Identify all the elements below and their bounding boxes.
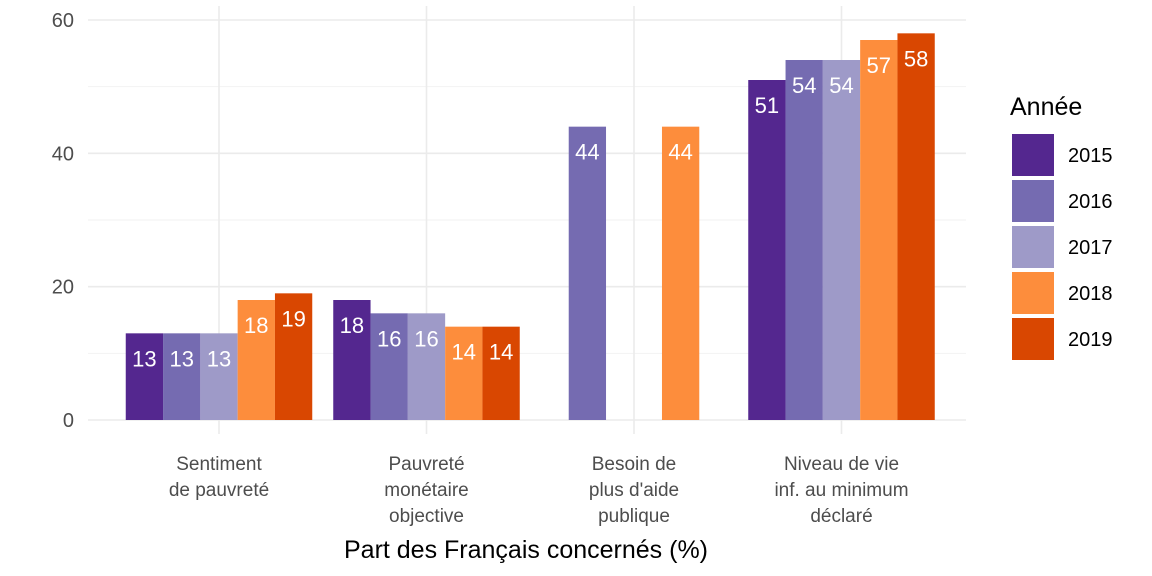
data-label: 54 bbox=[829, 73, 853, 98]
data-label: 16 bbox=[377, 326, 401, 351]
legend-key bbox=[1012, 272, 1054, 314]
legend-key bbox=[1012, 134, 1054, 176]
data-label: 13 bbox=[132, 346, 156, 371]
x-tick-label: Sentiment bbox=[176, 454, 262, 475]
legend: Année 2015 2016 2017 2018 2019 bbox=[1010, 93, 1113, 360]
bar bbox=[568, 126, 607, 421]
x-tick-label: inf. au minimum bbox=[774, 480, 908, 501]
x-tick-label: déclaré bbox=[810, 506, 872, 527]
data-label: 16 bbox=[414, 326, 438, 351]
bar bbox=[237, 300, 275, 420]
data-label: 13 bbox=[207, 346, 231, 371]
data-label: 58 bbox=[904, 46, 928, 71]
y-tick-label: 0 bbox=[63, 410, 74, 432]
x-tick-label: objective bbox=[389, 506, 464, 527]
x-tick-label: publique bbox=[598, 506, 670, 527]
x-tick-label: plus d'aide bbox=[589, 480, 679, 501]
y-tick-label: 20 bbox=[52, 277, 74, 299]
bar bbox=[785, 60, 823, 420]
bar bbox=[661, 126, 700, 421]
y-tick-label: 60 bbox=[52, 10, 74, 32]
data-label: 18 bbox=[244, 313, 268, 338]
data-label: 14 bbox=[489, 340, 513, 365]
bar bbox=[370, 313, 408, 420]
x-axis-ticks: Sentiment de pauvreté Pauvreté monétaire obj… bbox=[169, 454, 909, 527]
bar bbox=[125, 333, 164, 420]
legend-label: 2018 bbox=[1068, 283, 1113, 305]
bar bbox=[200, 333, 238, 420]
data-label: 18 bbox=[340, 313, 364, 338]
data-label: 57 bbox=[867, 53, 891, 78]
legend-label: 2015 bbox=[1068, 145, 1113, 167]
bar bbox=[163, 333, 201, 420]
x-axis-label: Part des Français concernés (%) bbox=[344, 536, 708, 564]
x-tick-label: Pauvreté bbox=[388, 454, 464, 475]
bar bbox=[860, 40, 898, 420]
bar bbox=[822, 60, 861, 420]
legend-label: 2017 bbox=[1068, 237, 1113, 259]
x-tick-label: Niveau de vie bbox=[784, 454, 899, 475]
data-label: 13 bbox=[169, 346, 193, 371]
bar bbox=[482, 326, 520, 420]
legend-title: Année bbox=[1010, 93, 1082, 121]
data-label: 14 bbox=[452, 340, 476, 365]
legend-key bbox=[1012, 318, 1054, 360]
bar bbox=[274, 293, 313, 420]
legend-label: 2016 bbox=[1068, 191, 1113, 213]
bar bbox=[333, 300, 371, 420]
bar bbox=[748, 80, 786, 420]
data-label: 54 bbox=[792, 73, 816, 98]
x-tick-label: monétaire bbox=[384, 480, 469, 501]
bar bbox=[407, 313, 446, 420]
legend-key bbox=[1012, 180, 1054, 222]
data-label: 44 bbox=[575, 140, 599, 165]
bars: 13 13 13 18 19 18 16 16 14 14 44 44 51 54 54 57 58 bbox=[125, 33, 935, 421]
x-tick-label: Besoin de bbox=[592, 454, 677, 475]
y-tick-label: 40 bbox=[52, 143, 74, 165]
legend-label: 2019 bbox=[1068, 329, 1113, 351]
legend-key bbox=[1012, 226, 1054, 268]
data-label: 19 bbox=[281, 306, 305, 331]
y-axis-ticks: 0 20 40 60 bbox=[52, 10, 74, 432]
bar bbox=[897, 33, 935, 420]
x-tick-label: de pauvreté bbox=[169, 480, 269, 501]
data-label: 51 bbox=[755, 93, 779, 118]
data-label: 44 bbox=[668, 140, 692, 165]
bar bbox=[445, 326, 483, 420]
